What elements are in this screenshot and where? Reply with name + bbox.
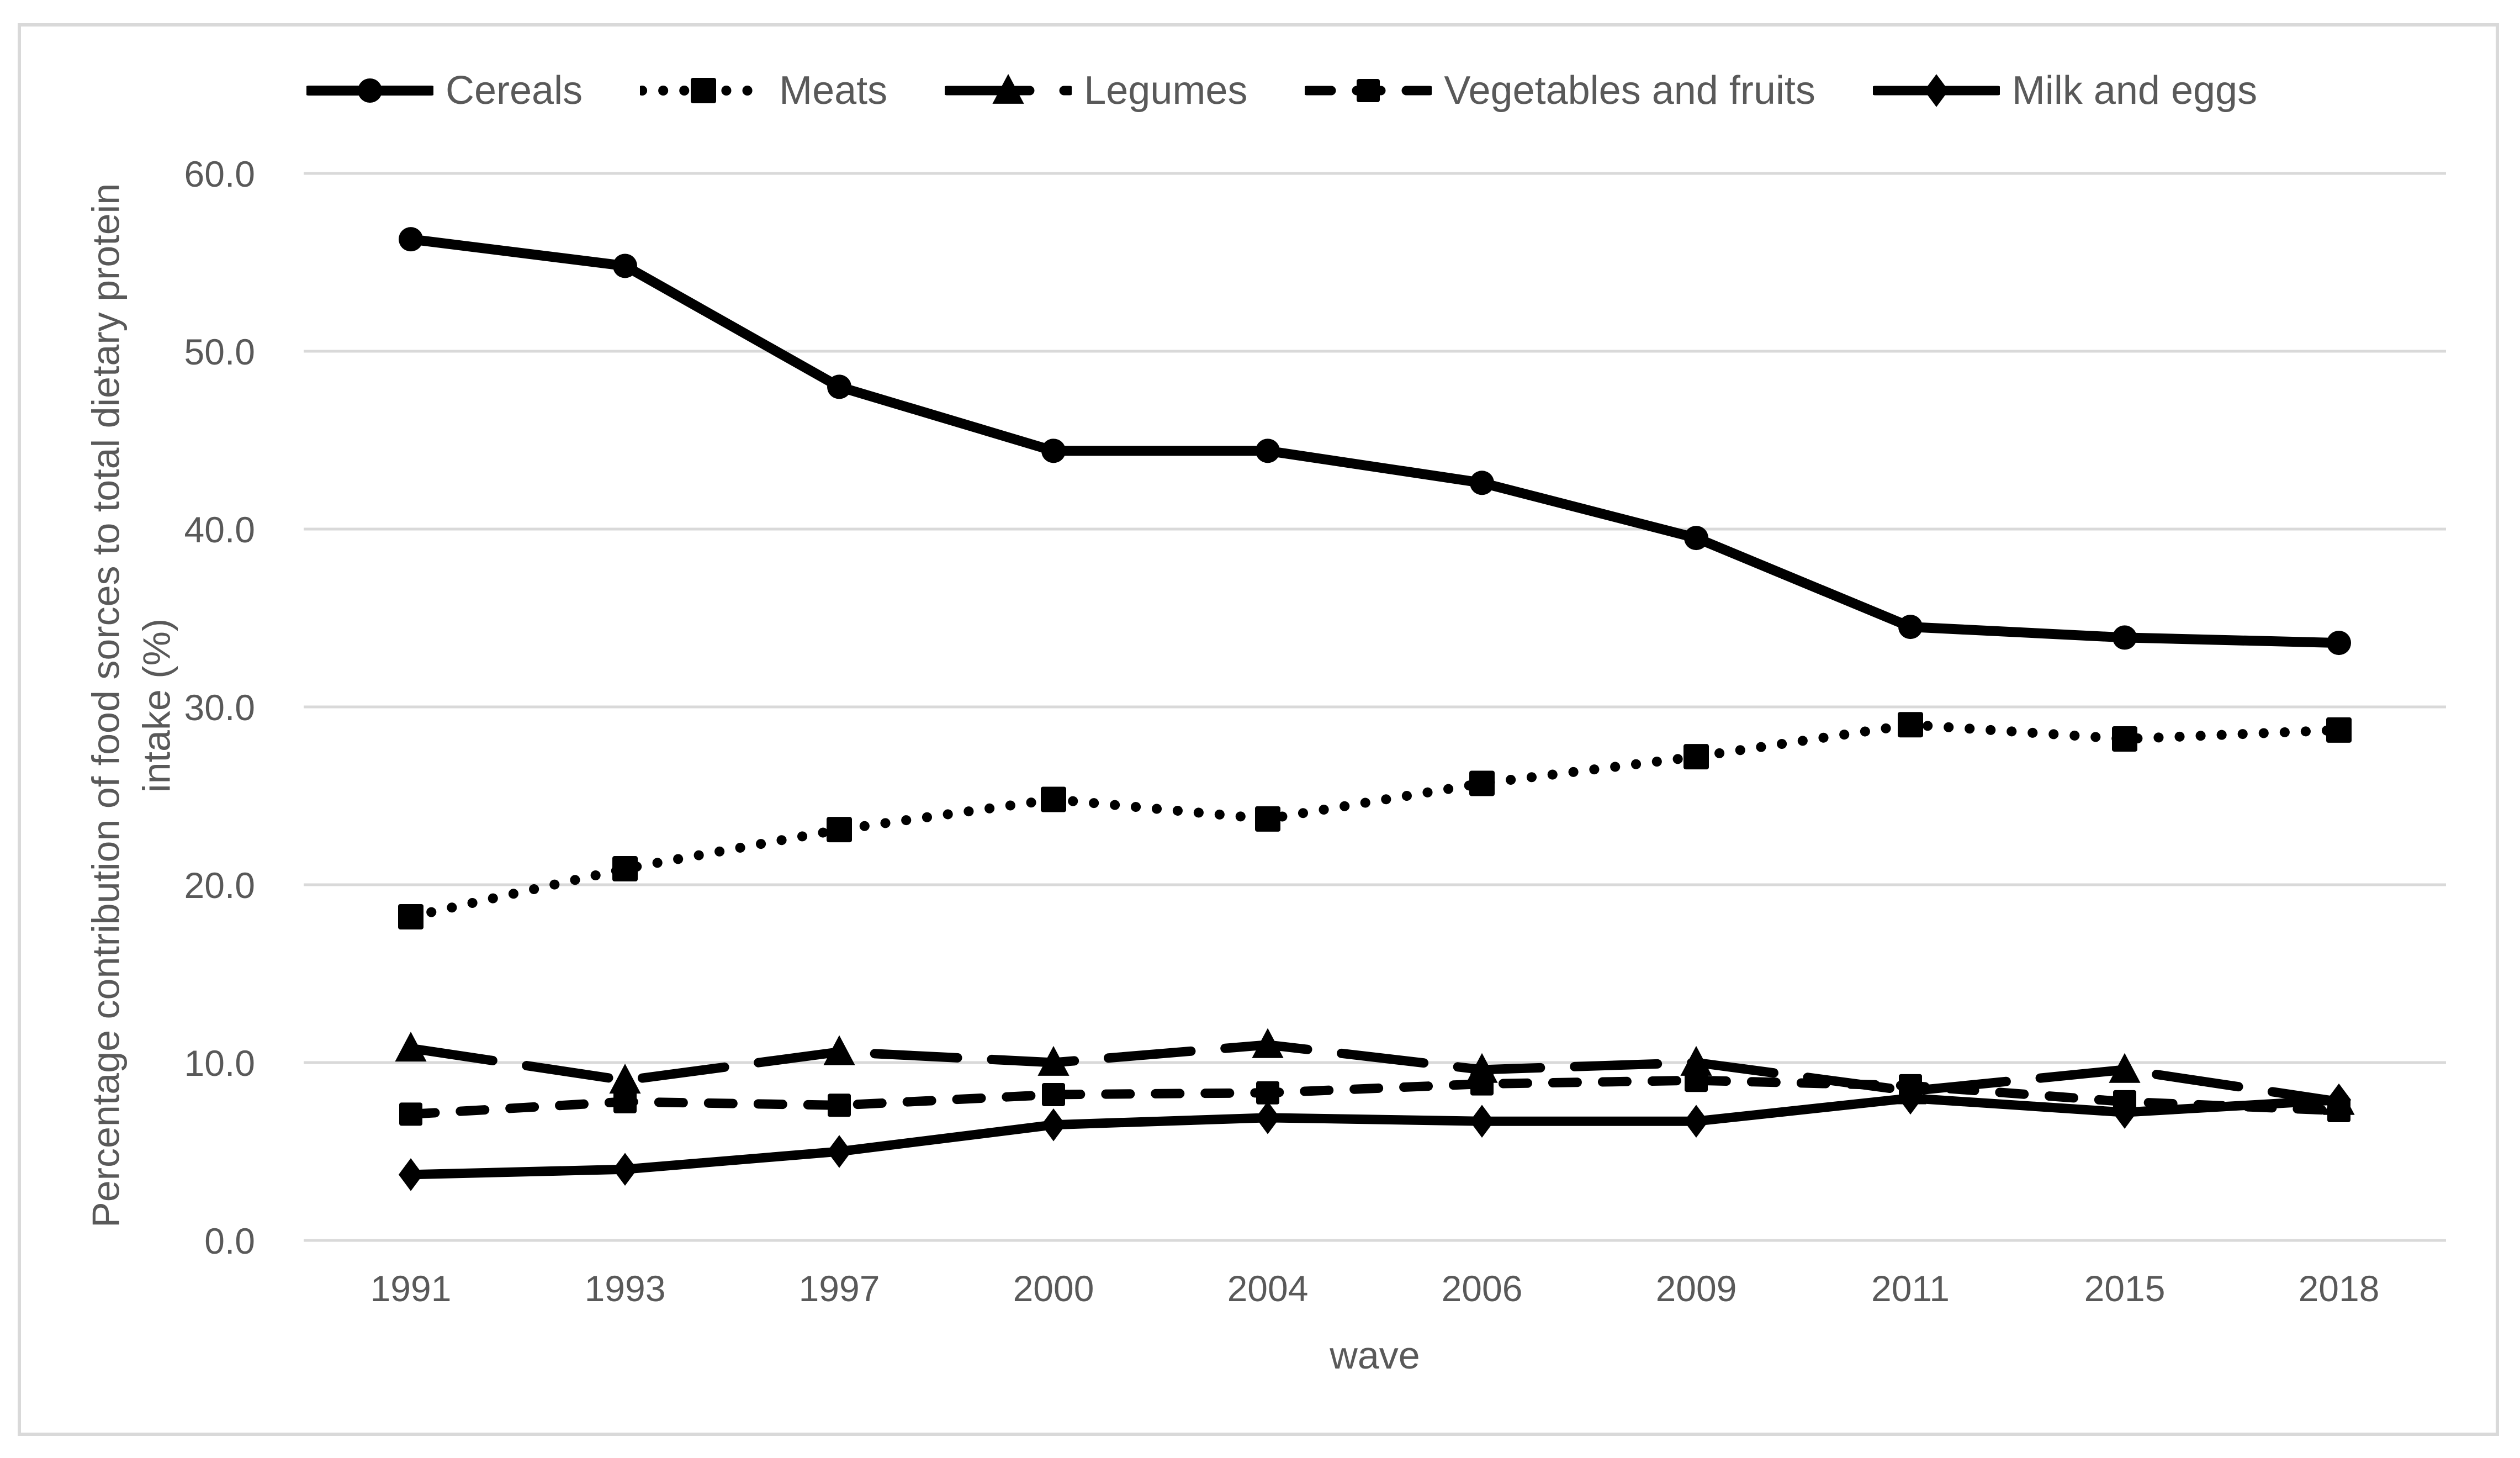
legend-key-milk-and-eggs <box>1872 74 2000 107</box>
y-tick-label-50.0: 50.0 <box>184 331 255 372</box>
marker-legumes-1993 <box>609 1064 641 1094</box>
x-tick-label-1991: 1991 <box>370 1268 452 1309</box>
y-tick-label-20.0: 20.0 <box>184 865 255 906</box>
marker-milk-and-eggs-1993 <box>612 1153 638 1186</box>
marker-meats-2015 <box>2112 726 2137 752</box>
series-line-meats <box>406 720 2344 922</box>
x-tick-label-2006: 2006 <box>1442 1268 1523 1309</box>
x-tick-label-2004: 2004 <box>1227 1268 1309 1309</box>
legend-marker-square-icon <box>1357 79 1380 102</box>
marker-cereals-1993 <box>613 253 637 278</box>
x-tick-label-2011: 2011 <box>1871 1268 1950 1309</box>
marker-meats-2006 <box>1469 770 1495 796</box>
legend-label-milk-and-eggs: Milk and eggs <box>2011 68 2258 113</box>
legend-key-meats <box>640 78 767 103</box>
series-meats <box>398 712 2352 929</box>
marker-milk-and-eggs-2004 <box>1255 1101 1280 1134</box>
marker-milk-and-eggs-1991 <box>398 1158 423 1191</box>
marker-legumes-2015 <box>2109 1053 2141 1083</box>
marker-meats-2004 <box>1255 806 1280 832</box>
legend-item-milk-and-eggs: Milk and eggs <box>1872 68 2258 113</box>
series-line-cereals <box>406 234 2344 648</box>
marker-cereals-2006 <box>1470 471 1494 495</box>
legend-item-vegetables-and-fruits: Vegetables and fruits <box>1305 68 1815 113</box>
series-legumes <box>395 1028 2355 1115</box>
marker-meats-2011 <box>1898 712 1923 738</box>
legend-label-legumes: Legumes <box>1084 68 1248 113</box>
marker-meats-2009 <box>1683 744 1709 770</box>
marker-legumes-2009 <box>1680 1045 1712 1076</box>
marker-meats-2018 <box>2326 717 2352 743</box>
marker-cereals-1997 <box>827 374 851 399</box>
marker-milk-and-eggs-2009 <box>1683 1105 1709 1138</box>
marker-legumes-1991 <box>395 1032 427 1062</box>
marker-milk-and-eggs-2000 <box>1041 1108 1066 1142</box>
x-tick-label-2009: 2009 <box>1656 1268 1737 1309</box>
y-tick-label-10.0: 10.0 <box>184 1043 255 1084</box>
marker-meats-1993 <box>612 856 638 882</box>
legend-label-cereals: Cereals <box>446 68 583 113</box>
marker-milk-and-eggs-2018 <box>2326 1083 2352 1117</box>
series-line-legumes <box>406 1040 2344 1107</box>
marker-milk-and-eggs-2015 <box>2112 1096 2137 1129</box>
marker-vegetables-and-fruits-1997 <box>828 1094 851 1117</box>
series-line-milk-and-eggs <box>406 1093 2344 1180</box>
legend-item-legumes: Legumes <box>945 68 1247 113</box>
x-axis-title: wave <box>1329 1334 1420 1377</box>
marker-cereals-1991 <box>399 227 423 252</box>
marker-legumes-1997 <box>823 1035 855 1065</box>
legend-marker-triangle-icon <box>992 73 1024 104</box>
x-tick-label-1993: 1993 <box>585 1268 666 1309</box>
marker-vegetables-and-fruits-2006 <box>1470 1072 1494 1096</box>
marker-milk-and-eggs-2011 <box>1898 1081 1923 1115</box>
legend-key-cereals <box>306 78 433 103</box>
y-tick-label-60.0: 60.0 <box>184 154 255 194</box>
legend-label-vegetables-and-fruits: Vegetables and fruits <box>1444 68 1815 113</box>
y-tick-label-40.0: 40.0 <box>184 509 255 550</box>
legend-key-vegetables-and-fruits <box>1305 79 1432 102</box>
legend-marker-circle-icon <box>358 78 382 103</box>
marker-vegetables-and-fruits-2009 <box>1685 1069 1708 1092</box>
marker-cereals-2000 <box>1041 439 1066 463</box>
legend-key-legumes <box>945 73 1072 104</box>
series-line-vegetables-and-fruits <box>406 1075 2344 1119</box>
y-tick-label-0.0: 0.0 <box>204 1221 255 1261</box>
marker-cereals-2018 <box>2327 631 2351 656</box>
marker-legumes-2004 <box>1252 1028 1284 1058</box>
marker-meats-1991 <box>398 904 423 929</box>
marker-meats-2000 <box>1041 786 1066 812</box>
series-milk-and-eggs <box>398 1081 2352 1191</box>
chart-legend: Cereals Meats Legumes Vegetables and fruits… <box>306 65 2257 116</box>
marker-milk-and-eggs-2006 <box>1469 1105 1495 1138</box>
x-tick-label-1997: 1997 <box>799 1268 880 1309</box>
marker-cereals-2011 <box>1898 615 1923 640</box>
marker-cereals-2015 <box>2113 625 2137 650</box>
legend-item-meats: Meats <box>640 68 887 113</box>
x-tick-label-2018: 2018 <box>2299 1268 2380 1309</box>
marker-milk-and-eggs-1997 <box>827 1135 852 1168</box>
legend-marker-diamond-icon <box>1924 74 1949 107</box>
y-tick-label-30.0: 30.0 <box>184 687 255 728</box>
marker-vegetables-and-fruits-1993 <box>613 1090 637 1113</box>
series-cereals <box>399 227 2351 656</box>
marker-vegetables-and-fruits-2000 <box>1042 1082 1065 1106</box>
legend-label-meats: Meats <box>779 68 888 113</box>
legend-item-cereals: Cereals <box>306 68 583 113</box>
x-tick-label-2015: 2015 <box>2084 1268 2166 1309</box>
marker-meats-1997 <box>827 817 852 843</box>
legend-marker-square-icon <box>691 78 717 103</box>
x-tick-label-2000: 2000 <box>1013 1268 1094 1309</box>
marker-vegetables-and-fruits-1991 <box>399 1102 422 1126</box>
marker-cereals-2009 <box>1684 526 1708 551</box>
marker-vegetables-and-fruits-2004 <box>1256 1081 1279 1105</box>
marker-legumes-2000 <box>1037 1045 1070 1076</box>
marker-cereals-2004 <box>1256 439 1280 463</box>
